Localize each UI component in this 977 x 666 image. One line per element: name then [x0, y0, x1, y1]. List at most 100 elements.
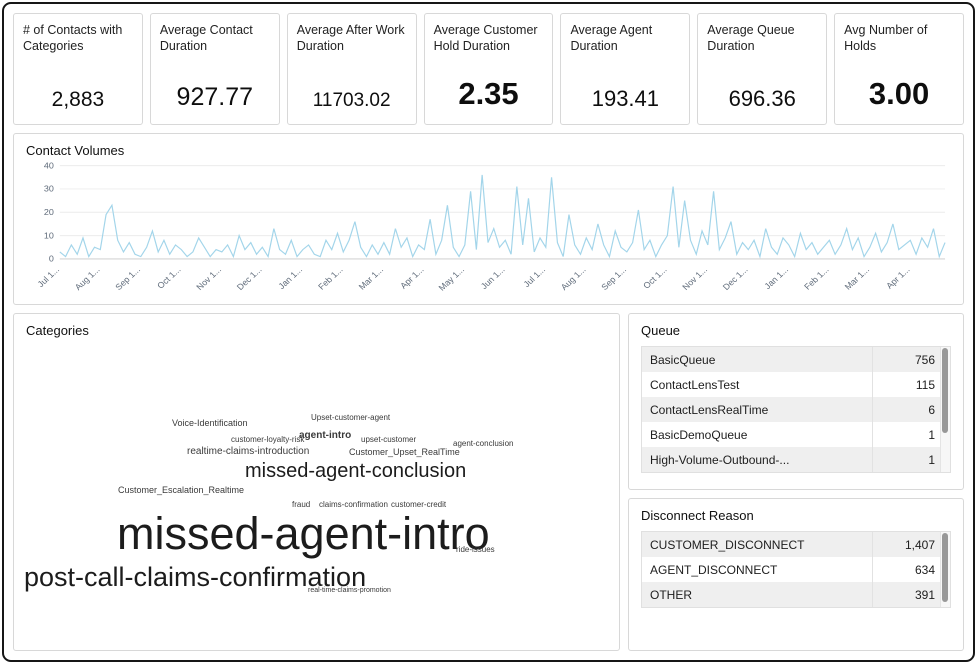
row-value: 756	[872, 347, 950, 372]
categories-card: Categories Voice-Identification Upset-cus…	[13, 313, 620, 651]
svg-text:Nov 1...: Nov 1...	[194, 265, 223, 292]
kpi-value: 3.00	[868, 76, 930, 111]
kpi-value: 193.41	[591, 86, 660, 111]
cloud-word[interactable]: customer-loyalty-risk	[231, 435, 305, 444]
cloud-word[interactable]: missed-agent-conclusion	[245, 460, 467, 482]
svg-text:Jun 1...: Jun 1...	[479, 265, 507, 291]
svg-text:May 1...: May 1...	[436, 265, 466, 293]
cloud-word[interactable]: real-time-claims-promotion	[308, 587, 391, 594]
row-value: 1,407	[872, 532, 950, 557]
cloud-word[interactable]: missed-agent-intro	[117, 508, 490, 559]
cloud-word[interactable]: Upset-customer-agent	[311, 413, 391, 422]
queue-card: Queue BasicQueue 756 ContactLensTest 115 Con…	[628, 313, 964, 490]
svg-text:Dec 1...: Dec 1...	[721, 265, 750, 292]
svg-text:Jul 1...: Jul 1...	[521, 265, 547, 289]
row-label: BasicDemoQueue	[650, 427, 748, 442]
row-value: 6	[872, 397, 950, 422]
scrollbar[interactable]	[940, 532, 950, 607]
svg-text:Jan 1...: Jan 1...	[276, 265, 304, 291]
cloud-word[interactable]: realtime-claims-introduction	[187, 446, 310, 457]
row-label: CUSTOMER_DISCONNECT	[650, 537, 805, 552]
kpi-value: 696.36	[728, 86, 796, 111]
contact-volumes-card: Contact Volumes 0 10 20 30 40 Jul 1... Aug 1..…	[13, 133, 964, 305]
svg-text:20: 20	[44, 207, 54, 217]
svg-text:Feb 1...: Feb 1...	[316, 265, 345, 292]
kpi-label: Average Contact Duration	[159, 23, 253, 54]
svg-text:Jul 1...: Jul 1...	[35, 265, 61, 289]
svg-text:Oct 1...: Oct 1...	[641, 265, 669, 291]
kpi-value: 2.35	[458, 76, 519, 111]
kpi-value: 927.77	[176, 83, 254, 111]
kpi-label: Average Customer Hold Duration	[433, 23, 538, 54]
kpi-value: 11703.02	[312, 90, 391, 111]
svg-text:Sep 1...: Sep 1...	[599, 265, 628, 292]
table-row[interactable]: OTHER 391	[642, 582, 950, 607]
scrollbar-thumb[interactable]	[942, 533, 948, 602]
cloud-word[interactable]: Customer_Upset_RealTime	[349, 447, 460, 457]
table-row[interactable]: ContactLensTest 115	[642, 372, 950, 397]
kpi-label: Average Queue Duration	[707, 23, 795, 54]
kpi-label: Average After Work Duration	[296, 23, 405, 54]
row-label: OTHER	[650, 587, 692, 602]
svg-text:Apr 1...: Apr 1...	[884, 265, 912, 291]
scrollbar-thumb[interactable]	[942, 348, 948, 433]
svg-text:Sep 1...: Sep 1...	[113, 265, 142, 292]
row-value: 115	[872, 372, 950, 397]
table-row[interactable]: CUSTOMER_DISCONNECT 1,407	[642, 532, 950, 557]
row-value: 391	[872, 582, 950, 607]
categories-title: Categories	[26, 323, 89, 338]
svg-text:Oct 1...: Oct 1...	[155, 265, 183, 291]
svg-text:Dec 1...: Dec 1...	[235, 265, 264, 292]
table-row[interactable]: AGENT_DISCONNECT 634	[642, 557, 950, 582]
kpi-card-average-after-work-duration: Average After Work Duration 11703.02	[286, 13, 417, 125]
svg-text:10: 10	[44, 231, 54, 241]
categories-word-cloud: Voice-Identification Upset-customer-agent…	[14, 340, 619, 650]
kpi-card-avg-number-of-holds: Avg Number of Holds 3.00	[834, 13, 965, 125]
table-row[interactable]: ContactLensRealTime 6	[642, 397, 950, 422]
kpi-row: # of Contacts with Categories 2,883 Aver…	[4, 4, 973, 125]
svg-text:Nov 1...: Nov 1...	[680, 265, 709, 292]
kpi-label: # of Contacts with Categories	[23, 23, 123, 54]
table-row[interactable]: BasicQueue 756	[642, 347, 950, 372]
cloud-word[interactable]: post-call-claims-confirmation	[24, 562, 367, 592]
cloud-word[interactable]: agent-intro	[299, 430, 352, 441]
cloud-word[interactable]: claims-confirmation	[319, 500, 388, 509]
svg-text:0: 0	[49, 254, 54, 264]
svg-text:Aug 1...: Aug 1...	[559, 265, 588, 292]
kpi-card-average-agent-duration: Average Agent Duration 193.41	[560, 13, 691, 125]
kpi-card-average-queue-duration: Average Queue Duration 696.36	[697, 13, 828, 125]
row-label: AGENT_DISCONNECT	[650, 562, 778, 577]
svg-text:Feb 1...: Feb 1...	[802, 265, 831, 292]
row-label: ContactLensRealTime	[650, 402, 769, 417]
kpi-card-average-contact-duration: Average Contact Duration 927.77	[149, 13, 280, 125]
cloud-word[interactable]: upset-customer	[361, 435, 417, 444]
svg-text:Mar 1...: Mar 1...	[357, 265, 386, 292]
row-value: 634	[872, 557, 950, 582]
table-row[interactable]: High-Volume-Outbound-... 1	[642, 447, 950, 472]
cloud-word[interactable]: Voice-Identification	[172, 418, 248, 428]
svg-text:Apr 1...: Apr 1...	[398, 265, 426, 291]
queue-table: BasicQueue 756 ContactLensTest 115 ContactLe…	[641, 346, 951, 473]
contact-volumes-line-chart[interactable]: 0 10 20 30 40 Jul 1... Aug 1... Sep 1... Oct 1..…	[26, 160, 951, 300]
cloud-word[interactable]: customer-credit	[391, 500, 447, 509]
cloud-word[interactable]: Customer_Escalation_Realtime	[118, 485, 245, 495]
contact-volumes-title: Contact Volumes	[26, 143, 125, 158]
table-row[interactable]: BasicDemoQueue 1	[642, 422, 950, 447]
row-label: High-Volume-Outbound-...	[650, 452, 790, 467]
row-value: 1	[872, 422, 950, 447]
kpi-label: Avg Number of Holds	[844, 23, 928, 54]
cloud-word[interactable]: agent-conclusion	[453, 439, 514, 448]
scrollbar[interactable]	[940, 347, 950, 472]
cloud-word[interactable]: ride-issues	[456, 545, 495, 554]
disconnect-reason-table: CUSTOMER_DISCONNECT 1,407 AGENT_DISCONNECT…	[641, 531, 951, 608]
right-column: Queue BasicQueue 756 ContactLensTest 115 Con…	[628, 313, 964, 651]
row-value: 1	[872, 447, 950, 472]
row-label: BasicQueue	[650, 352, 716, 367]
cloud-word[interactable]: fraud	[292, 500, 311, 509]
svg-text:40: 40	[44, 161, 54, 171]
svg-text:Jan 1...: Jan 1...	[762, 265, 790, 291]
kpi-label: Average Agent Duration	[570, 23, 653, 54]
queue-table-rows: BasicQueue 756 ContactLensTest 115 ContactLe…	[642, 347, 950, 472]
disconnect-reason-card: Disconnect Reason CUSTOMER_DISCONNECT 1,4…	[628, 498, 964, 651]
bottom-row: Categories Voice-Identification Upset-cus…	[13, 313, 964, 651]
